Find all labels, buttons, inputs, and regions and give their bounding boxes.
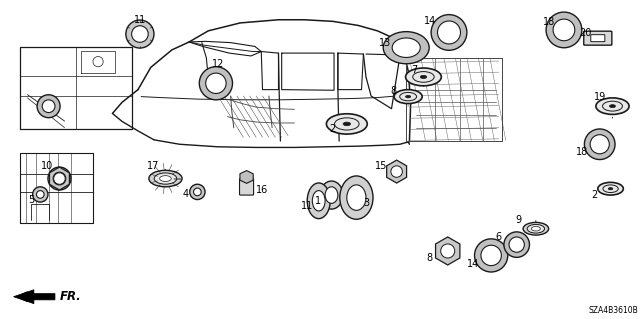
Text: 18: 18: [543, 17, 555, 27]
Circle shape: [527, 225, 545, 233]
Ellipse shape: [383, 32, 429, 64]
Ellipse shape: [546, 12, 582, 48]
Ellipse shape: [553, 19, 575, 41]
Text: 1: 1: [315, 196, 321, 206]
Ellipse shape: [307, 183, 330, 219]
Ellipse shape: [431, 15, 467, 50]
Circle shape: [326, 114, 367, 134]
Circle shape: [531, 226, 540, 231]
Text: 9: 9: [515, 215, 521, 226]
Text: 2: 2: [591, 190, 598, 200]
Ellipse shape: [509, 237, 524, 252]
Ellipse shape: [391, 166, 403, 177]
Text: 8: 8: [427, 253, 433, 263]
Ellipse shape: [320, 181, 343, 209]
Ellipse shape: [93, 56, 103, 67]
Text: 17: 17: [147, 161, 159, 171]
Circle shape: [394, 90, 422, 104]
Ellipse shape: [33, 187, 48, 202]
Ellipse shape: [584, 129, 615, 160]
Text: 11: 11: [301, 201, 314, 211]
Circle shape: [159, 176, 172, 182]
Ellipse shape: [199, 67, 232, 100]
Text: 3: 3: [363, 198, 369, 208]
Polygon shape: [13, 290, 55, 304]
Text: FR.: FR.: [60, 290, 81, 303]
Ellipse shape: [37, 95, 60, 118]
Ellipse shape: [193, 188, 201, 196]
Text: 8: 8: [390, 86, 397, 96]
Ellipse shape: [132, 26, 148, 42]
Circle shape: [149, 170, 182, 187]
FancyBboxPatch shape: [584, 31, 612, 45]
Text: 4: 4: [183, 189, 189, 199]
Circle shape: [406, 95, 411, 98]
Circle shape: [523, 222, 548, 235]
FancyBboxPatch shape: [239, 179, 253, 195]
Ellipse shape: [392, 38, 420, 57]
Ellipse shape: [340, 176, 373, 219]
Text: 14: 14: [467, 259, 479, 269]
Ellipse shape: [325, 187, 338, 203]
Ellipse shape: [441, 244, 455, 258]
Circle shape: [598, 182, 623, 195]
Ellipse shape: [53, 172, 66, 185]
Ellipse shape: [481, 245, 501, 266]
Ellipse shape: [347, 185, 366, 210]
Circle shape: [420, 75, 427, 78]
Text: 16: 16: [257, 185, 269, 195]
Ellipse shape: [48, 167, 71, 190]
Ellipse shape: [438, 21, 461, 44]
Ellipse shape: [126, 20, 154, 48]
Ellipse shape: [205, 73, 226, 93]
Circle shape: [343, 122, 351, 126]
Text: 15: 15: [374, 161, 387, 172]
Ellipse shape: [42, 100, 55, 113]
Circle shape: [609, 105, 616, 108]
Text: 7: 7: [412, 65, 418, 75]
Polygon shape: [240, 171, 253, 183]
Text: 12: 12: [212, 59, 224, 69]
Text: 13: 13: [379, 38, 391, 48]
Text: 2: 2: [330, 124, 336, 134]
Ellipse shape: [36, 191, 44, 198]
Ellipse shape: [54, 173, 65, 184]
Text: 20: 20: [579, 28, 591, 38]
Text: 14: 14: [424, 16, 436, 26]
Polygon shape: [387, 160, 406, 183]
Circle shape: [406, 68, 442, 86]
Text: 19: 19: [593, 92, 606, 102]
Polygon shape: [49, 167, 69, 190]
Text: 5: 5: [28, 195, 35, 205]
Ellipse shape: [312, 190, 325, 211]
Ellipse shape: [590, 135, 609, 154]
Text: SZA4B3610B: SZA4B3610B: [588, 306, 638, 315]
Text: 10: 10: [40, 161, 52, 171]
Circle shape: [596, 98, 629, 115]
Circle shape: [608, 188, 613, 190]
FancyBboxPatch shape: [591, 35, 605, 42]
Circle shape: [154, 173, 177, 184]
Ellipse shape: [504, 232, 529, 257]
Ellipse shape: [189, 184, 205, 200]
Text: 11: 11: [134, 15, 146, 25]
Text: 6: 6: [496, 232, 502, 242]
Text: 18: 18: [576, 147, 588, 157]
Polygon shape: [436, 237, 460, 265]
Ellipse shape: [474, 239, 508, 272]
